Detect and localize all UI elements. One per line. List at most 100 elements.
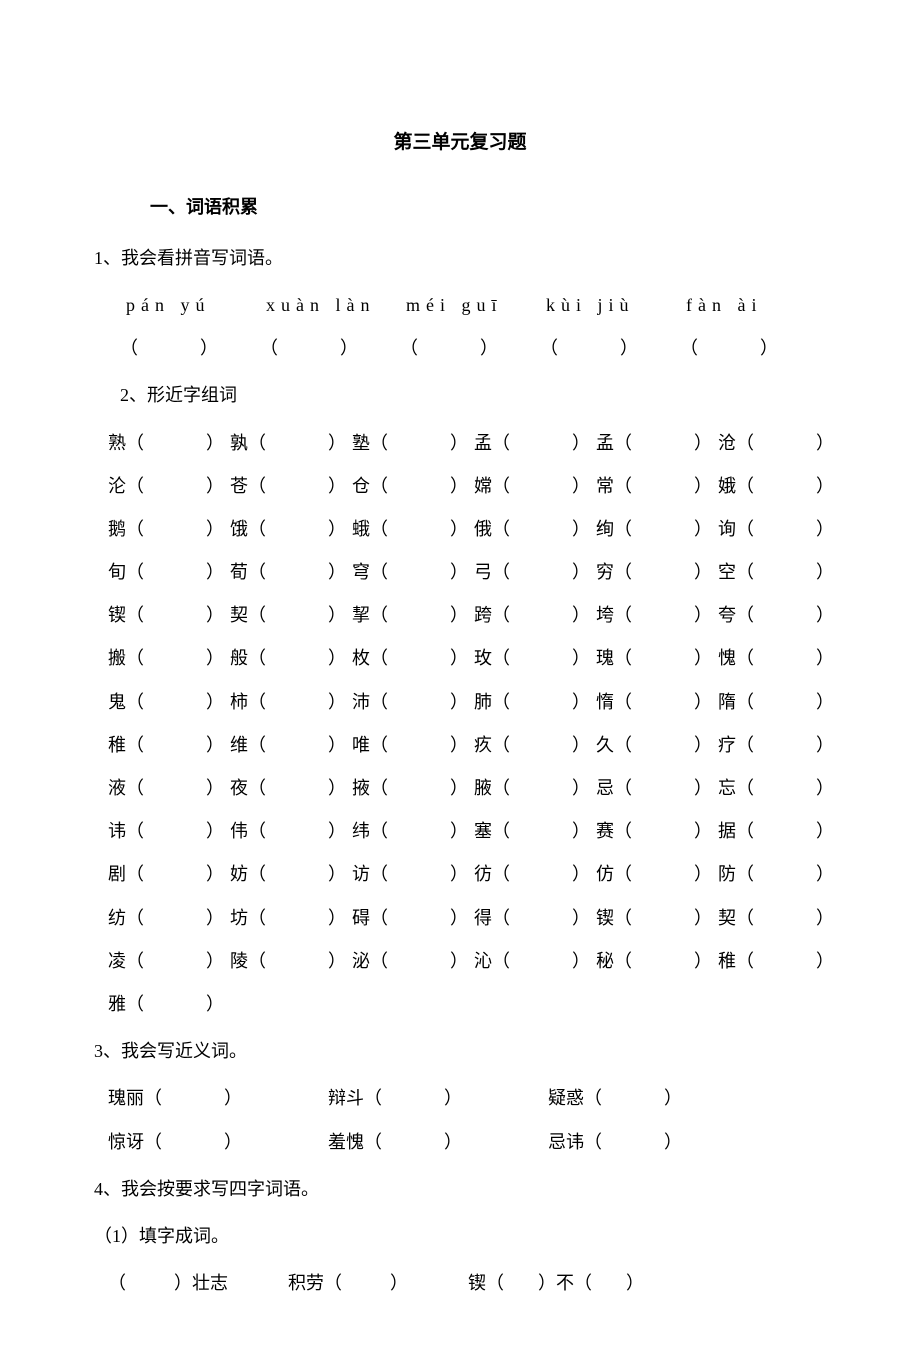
hz-cell: 惰（）	[596, 681, 718, 724]
hz-cell: 纬（）	[352, 810, 474, 853]
hz-cell: 契（）	[230, 594, 352, 637]
blank-cell: （）	[400, 327, 540, 370]
q2-row: 旬（）荀（）穹（）弓（）穷（）空（）	[90, 551, 830, 594]
hz-cell: 夸（）	[718, 594, 798, 637]
page-title: 第三单元复习题	[90, 120, 830, 166]
hz-cell: 疚（）	[474, 724, 596, 767]
hz-cell: 隋（）	[718, 681, 798, 724]
hz-cell: 鬼（）	[108, 681, 230, 724]
q2-row: 液（）夜（）掖（）腋（）忌（）忘（）	[90, 767, 830, 810]
hz-cell: 沛（）	[352, 681, 474, 724]
hz-cell: 肺（）	[474, 681, 596, 724]
hz-cell: 空（）	[718, 551, 798, 594]
hz-cell: 泌（）	[352, 940, 474, 983]
pinyin-cell: xuàn làn	[266, 284, 406, 327]
syn-cell: 惊讶（）	[108, 1121, 328, 1164]
q2-row: 沦（）苍（）仓（）嫦（）常（）娥（）	[90, 465, 830, 508]
hz-cell: 孟（）	[596, 422, 718, 465]
hz-cell: 玫（）	[474, 637, 596, 680]
hz-cell: 得（）	[474, 897, 596, 940]
hz-cell: 蛾（）	[352, 508, 474, 551]
q2-row: 雅（）	[90, 983, 830, 1026]
pinyin-cell: pán yú	[126, 284, 266, 327]
hz-cell: 坊（）	[230, 897, 352, 940]
blank-cell: （）	[260, 327, 400, 370]
hz-cell: 柿（）	[230, 681, 352, 724]
hz-cell: 穷（）	[596, 551, 718, 594]
q2-row: 鬼（）柿（）沛（）肺（）惰（）隋（）	[90, 681, 830, 724]
q4-fill-row: （）壮志 积劳（） 锲（）不（）	[90, 1262, 830, 1305]
hz-cell: 锲（）	[108, 594, 230, 637]
q2-rows: 熟（）孰（）塾（）孟（）孟（）沧（）沦（）苍（）仓（）嫦（）常（）娥（）鹅（）饿…	[90, 422, 830, 1027]
syn-cell: 疑惑（）	[548, 1077, 768, 1120]
hz-cell: 腋（）	[474, 767, 596, 810]
hz-cell: 纺（）	[108, 897, 230, 940]
hz-cell: 绚（）	[596, 508, 718, 551]
q4-sub1: （1）填字成词。	[90, 1215, 830, 1258]
q2-row: 锲（）契（）挈（）跨（）垮（）夸（）	[90, 594, 830, 637]
hz-cell: 般（）	[230, 637, 352, 680]
hz-cell: 仓（）	[352, 465, 474, 508]
hz-cell: 夜（）	[230, 767, 352, 810]
hz-cell: 稚（）	[718, 940, 798, 983]
fill-item: （）壮志	[108, 1262, 228, 1305]
section-1-heading: 一、词语积累	[90, 186, 830, 229]
q3-row: 惊讶（）羞愧（）忌讳（）	[90, 1121, 830, 1164]
hz-cell: 唯（）	[352, 724, 474, 767]
hz-cell: 孟（）	[474, 422, 596, 465]
hz-cell: 弓（）	[474, 551, 596, 594]
worksheet-page: 第三单元复习题 一、词语积累 1、我会看拼音写词语。 pán yú xuàn l…	[0, 0, 920, 1365]
hz-cell: 疗（）	[718, 724, 798, 767]
syn-cell: 瑰丽（）	[108, 1077, 328, 1120]
hz-cell: 旬（）	[108, 551, 230, 594]
hz-cell: 鹅（）	[108, 508, 230, 551]
syn-cell: 羞愧（）	[328, 1121, 548, 1164]
hz-cell: 荀（）	[230, 551, 352, 594]
hz-cell: 访（）	[352, 853, 474, 896]
hz-cell: 塾（）	[352, 422, 474, 465]
q2-row: 凌（）陵（）泌（）沁（）秘（）稚（）	[90, 940, 830, 983]
q3-label: 3、我会写近义词。	[90, 1030, 830, 1073]
syn-cell: 忌讳（）	[548, 1121, 768, 1164]
q2-row: 熟（）孰（）塾（）孟（）孟（）沧（）	[90, 422, 830, 465]
hz-cell: 忘（）	[718, 767, 798, 810]
hz-cell: 赛（）	[596, 810, 718, 853]
blank-cell: （）	[120, 327, 260, 370]
hz-cell: 瑰（）	[596, 637, 718, 680]
hz-cell: 熟（）	[108, 422, 230, 465]
hz-cell: 娥（）	[718, 465, 798, 508]
hz-cell: 雅（）	[108, 983, 230, 1026]
hz-cell: 挈（）	[352, 594, 474, 637]
fill-item: 积劳（）	[288, 1262, 408, 1305]
hz-cell: 常（）	[596, 465, 718, 508]
hz-cell: 垮（）	[596, 594, 718, 637]
hz-cell: 防（）	[718, 853, 798, 896]
hz-cell: 彷（）	[474, 853, 596, 896]
hz-cell: 讳（）	[108, 810, 230, 853]
hz-cell: 沁（）	[474, 940, 596, 983]
q3-row: 瑰丽（）辩斗（）疑惑（）	[90, 1077, 830, 1120]
hz-cell: 据（）	[718, 810, 798, 853]
q2-row: 剧（）妨（）访（）彷（）仿（）防（）	[90, 853, 830, 896]
hz-cell: 剧（）	[108, 853, 230, 896]
hz-cell: 维（）	[230, 724, 352, 767]
fill-item: 锲（）不（）	[468, 1262, 644, 1305]
hz-cell: 稚（）	[108, 724, 230, 767]
hz-cell: 妨（）	[230, 853, 352, 896]
hz-cell: 碍（）	[352, 897, 474, 940]
hz-cell: 孰（）	[230, 422, 352, 465]
hz-cell: 跨（）	[474, 594, 596, 637]
q2-row: 搬（）般（）枚（）玫（）瑰（）愧（）	[90, 637, 830, 680]
q1-pinyin-row: pán yú xuàn làn méi guī kùi jiù fàn ài	[90, 284, 830, 327]
hz-cell: 忌（）	[596, 767, 718, 810]
q2-row: 鹅（）饿（）蛾（）俄（）绚（）询（）	[90, 508, 830, 551]
q2-label: 2、形近字组词	[90, 374, 830, 417]
hz-cell: 沧（）	[718, 422, 798, 465]
hz-cell: 询（）	[718, 508, 798, 551]
pinyin-cell: fàn ài	[686, 284, 826, 327]
hz-cell: 嫦（）	[474, 465, 596, 508]
pinyin-cell: kùi jiù	[546, 284, 686, 327]
q2-row: 稚（）维（）唯（）疚（）久（）疗（）	[90, 724, 830, 767]
blank-cell: （）	[540, 327, 680, 370]
hz-cell: 枚（）	[352, 637, 474, 680]
